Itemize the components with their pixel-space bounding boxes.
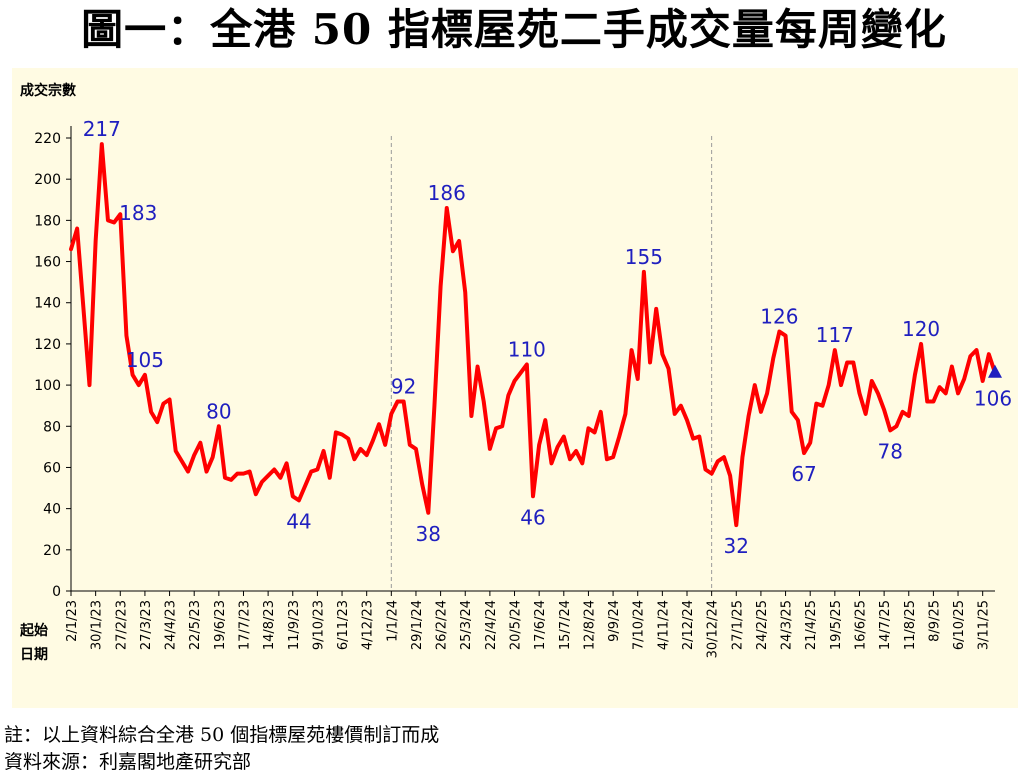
x-tick-label: 17/7/23 bbox=[237, 600, 252, 650]
x-tick-label: 30/1/23 bbox=[90, 600, 105, 650]
x-tick-label: 2/1/23 bbox=[65, 600, 80, 642]
series-layer bbox=[69, 142, 1002, 528]
x-tick-label: 11/9/23 bbox=[287, 600, 302, 650]
x-tick-label: 24/3/25 bbox=[780, 600, 795, 650]
data-label: 38 bbox=[416, 522, 441, 546]
data-label: 183 bbox=[119, 201, 157, 225]
x-tick-label: 14/8/23 bbox=[262, 600, 277, 650]
x-tick-label: 4/11/24 bbox=[656, 600, 671, 650]
data-label: 186 bbox=[428, 181, 466, 205]
x-tick-label: 4/12/23 bbox=[361, 600, 376, 650]
x-tick-label: 3/11/25 bbox=[977, 600, 992, 650]
data-label: 126 bbox=[760, 305, 798, 329]
x-tick-label: 6/10/25 bbox=[952, 600, 967, 650]
year-dividers bbox=[390, 136, 713, 591]
axes bbox=[70, 126, 995, 592]
data-label: 80 bbox=[206, 399, 231, 423]
x-tick-label: 8/9/25 bbox=[927, 600, 942, 642]
x-tick-label: 2/12/24 bbox=[681, 600, 696, 650]
x-tick-label: 26/2/24 bbox=[435, 600, 450, 650]
x-tick-label: 22/5/23 bbox=[188, 600, 203, 650]
x-tick-label: 19/6/23 bbox=[213, 600, 228, 650]
x-tick-label: 15/7/24 bbox=[558, 600, 573, 650]
y-tick-label: 20 bbox=[43, 543, 61, 559]
data-label: 105 bbox=[126, 348, 164, 372]
x-axis-label-line-1: 起始 bbox=[19, 622, 48, 639]
data-label: 106 bbox=[974, 387, 1012, 411]
footnote-note: 註：以上資料綜合全港 50 個指標屋苑樓價制訂而成 bbox=[4, 724, 440, 746]
y-tick-label: 60 bbox=[43, 460, 61, 476]
x-tick-label: 27/1/25 bbox=[730, 600, 745, 650]
x-tick-label: 6/11/23 bbox=[336, 600, 351, 650]
y-tick-label: 80 bbox=[43, 419, 61, 435]
x-tick-labels: 2/1/23 30/1/23 27/2/23 27/3/23 24/4/23 22/5/2… bbox=[65, 591, 992, 658]
data-label: 217 bbox=[83, 117, 121, 141]
y-tick-label: 120 bbox=[34, 337, 61, 353]
chart-title: 圖一：全港 50 指標屋苑二手成交量每周變化 bbox=[81, 5, 947, 54]
data-label: 110 bbox=[508, 338, 546, 362]
line-chart: 0 20 40 60 80 100 120 140 160 180 200 220 2/1/23 30/… bbox=[19, 82, 1012, 663]
y-axis-label: 成交宗數 bbox=[20, 82, 76, 99]
y-tick-label: 180 bbox=[34, 213, 61, 229]
x-tick-label: 16/6/25 bbox=[853, 600, 868, 650]
y-tick-label: 100 bbox=[34, 378, 61, 394]
y-tick-label: 40 bbox=[43, 502, 61, 518]
data-label: 155 bbox=[625, 245, 663, 269]
x-tick-label: 12/8/24 bbox=[582, 600, 597, 650]
data-label: 78 bbox=[878, 439, 903, 463]
footnote-source: 資料來源：利嘉閣地產研究部 bbox=[4, 751, 252, 773]
x-tick-label: 27/2/23 bbox=[114, 600, 129, 650]
x-tick-label: 17/6/24 bbox=[533, 600, 548, 650]
series-line bbox=[69, 142, 997, 528]
data-label: 46 bbox=[520, 505, 545, 529]
data-label: 67 bbox=[791, 462, 816, 486]
x-tick-label: 7/10/24 bbox=[632, 600, 647, 650]
x-tick-label: 25/3/24 bbox=[459, 600, 474, 650]
x-tick-label: 24/2/25 bbox=[755, 600, 770, 650]
x-tick-label: 9/10/23 bbox=[311, 600, 326, 650]
x-tick-label: 27/3/23 bbox=[139, 600, 154, 650]
last-point-marker bbox=[988, 364, 1002, 378]
x-tick-label: 1/1/24 bbox=[385, 600, 400, 642]
x-axis-label-line-2: 日期 bbox=[20, 647, 48, 663]
data-label: 44 bbox=[286, 509, 311, 533]
x-tick-label: 29/1/24 bbox=[410, 600, 425, 650]
data-label: 117 bbox=[816, 323, 854, 347]
x-tick-label: 19/5/25 bbox=[829, 600, 844, 650]
y-tick-labels: 0 20 40 60 80 100 120 140 160 180 200 220 bbox=[34, 131, 71, 600]
y-tick-label: 160 bbox=[34, 255, 61, 271]
x-tick-label: 9/9/24 bbox=[607, 600, 622, 642]
x-tick-label: 21/4/25 bbox=[804, 600, 819, 650]
data-label: 92 bbox=[391, 375, 416, 399]
x-tick-label: 14/7/25 bbox=[878, 600, 893, 650]
x-tick-label: 30/12/24 bbox=[706, 600, 721, 658]
x-tick-label: 22/4/24 bbox=[484, 600, 499, 650]
x-tick-label: 20/5/24 bbox=[509, 600, 524, 650]
x-tick-label: 24/4/23 bbox=[164, 600, 179, 650]
data-label: 32 bbox=[724, 534, 749, 558]
y-tick-label: 220 bbox=[34, 131, 61, 147]
y-tick-label: 0 bbox=[52, 584, 61, 600]
y-tick-label: 200 bbox=[34, 172, 61, 188]
data-labels: 217 183 105 80 44 92 38 186 110 46 155 32 126 67 117 78… bbox=[83, 117, 1012, 558]
y-tick-label: 140 bbox=[34, 296, 61, 312]
data-label: 120 bbox=[902, 317, 940, 341]
x-tick-label: 11/8/25 bbox=[903, 600, 918, 650]
chart-panel: 0 20 40 60 80 100 120 140 160 180 200 220 2/1/23 30/… bbox=[12, 68, 1018, 708]
